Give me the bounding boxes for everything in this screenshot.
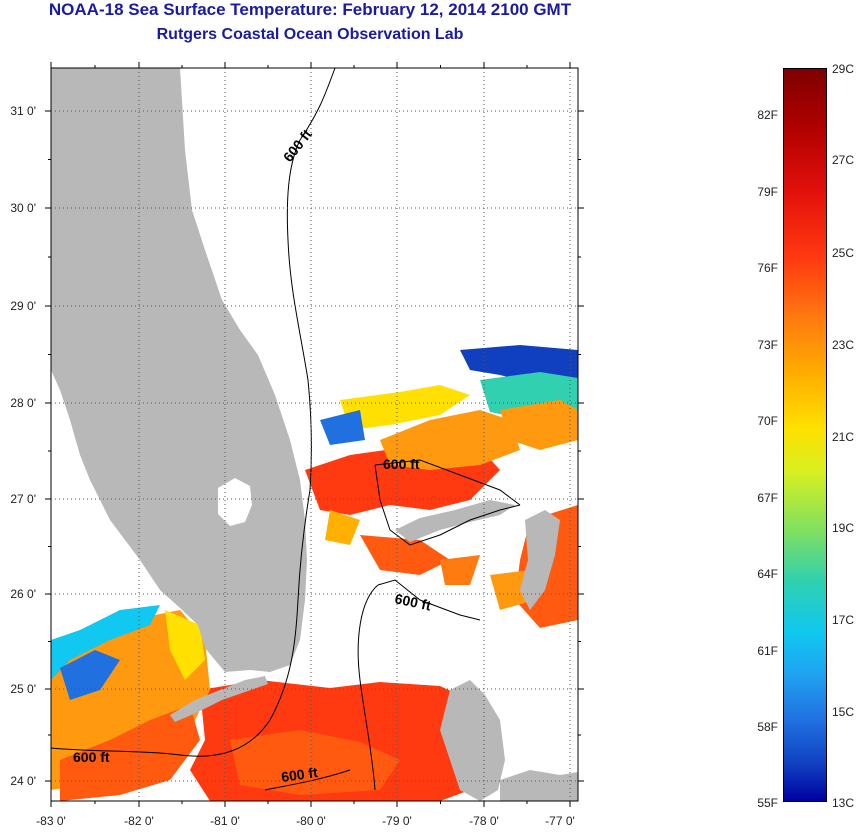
lat-label: 28 0' xyxy=(10,396,36,410)
colorbar-fahrenheit-label: 76F xyxy=(757,261,778,275)
lon-label: -78 0' xyxy=(469,814,499,828)
colorbar-celsius-label: 13C xyxy=(832,796,855,810)
lon-label: -79 0' xyxy=(382,814,412,828)
sst-data-layer xyxy=(51,345,578,801)
colorbar-fahrenheit-label: 82F xyxy=(757,108,778,122)
lon-label: -77 0' xyxy=(545,814,575,828)
florida-keys xyxy=(170,676,268,722)
abaco-island xyxy=(520,510,560,610)
colorbar-fahrenheit-label: 58F xyxy=(757,720,778,734)
cuba-edge xyxy=(500,770,578,801)
lat-label: 24 0' xyxy=(10,774,36,788)
map-frame xyxy=(50,67,579,802)
colorbar-celsius-label: 15C xyxy=(832,705,855,719)
colorbar-celsius-label: 27C xyxy=(832,153,855,167)
lat-label: 30 0' xyxy=(10,201,36,215)
colorbar-celsius-label: 29C xyxy=(832,62,855,76)
lon-label: -82 0' xyxy=(124,814,154,828)
map-title: NOAA-18 Sea Surface Temperature: Februar… xyxy=(48,0,572,19)
colorbar-fahrenheit-label: 64F xyxy=(757,567,778,581)
lat-label: 31 0' xyxy=(10,104,36,118)
colorbar-fahrenheit-label: 67F xyxy=(757,491,778,505)
contour-label: 600 ft xyxy=(73,749,110,765)
andros-island xyxy=(440,680,505,801)
lat-label: 25 0' xyxy=(10,682,36,696)
temperature-colorbar xyxy=(783,68,827,802)
lon-label: -80 0' xyxy=(296,814,326,828)
colorbar-celsius-label: 23C xyxy=(832,338,855,352)
colorbar-fahrenheit-label: 79F xyxy=(757,185,778,199)
contour-label: 600 ft xyxy=(393,590,432,613)
lat-label: 29 0' xyxy=(10,299,36,313)
lat-label: 26 0' xyxy=(10,587,36,601)
colorbar-celsius-label: 17C xyxy=(832,613,855,627)
colorbar-fahrenheit-label: 55F xyxy=(757,796,778,810)
lon-label: -81 0' xyxy=(210,814,240,828)
contour-label: 600 ft xyxy=(383,456,420,472)
lat-label: 27 0' xyxy=(10,492,36,506)
colorbar-fahrenheit-label: 73F xyxy=(757,338,778,352)
grand-bahama xyxy=(395,500,515,542)
lake-okeechobee xyxy=(218,478,252,526)
colorbar-celsius-label: 19C xyxy=(832,521,855,535)
isobath-600ft xyxy=(51,68,521,791)
colorbar-fahrenheit-label: 61F xyxy=(757,644,778,658)
colorbar-fahrenheit-label: 70F xyxy=(757,414,778,428)
contour-label: 600 ft xyxy=(280,764,319,785)
axis-ticks xyxy=(45,62,584,807)
colorbar-celsius-label: 25C xyxy=(832,246,855,260)
lon-label: -83 0' xyxy=(36,814,66,828)
colorbar-celsius-label: 21C xyxy=(832,430,855,444)
map-subtitle: Rutgers Coastal Ocean Observation Lab xyxy=(156,26,464,43)
